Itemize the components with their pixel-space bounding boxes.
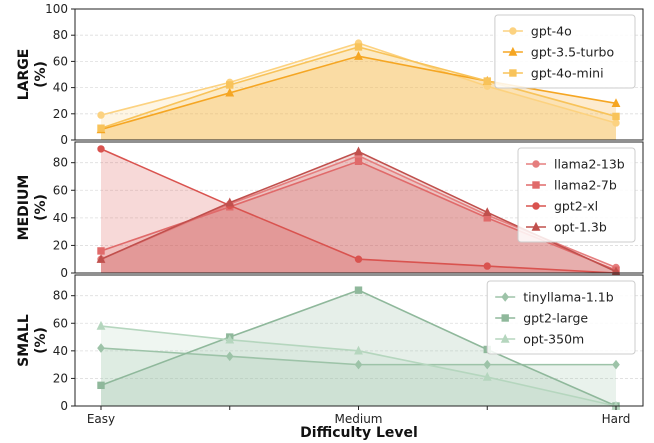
point-gpt-3.5-turbo — [611, 98, 621, 108]
y-axis-unit: (%) — [33, 61, 49, 88]
point-tinyllama-1.1b — [483, 359, 492, 370]
y-tick-label: 80 — [53, 156, 68, 170]
legend-box — [517, 147, 636, 243]
point-opt-350m — [225, 334, 235, 344]
point-tinyllama-1.1b — [225, 351, 234, 362]
area-gpt-3.5-turbo — [101, 56, 616, 140]
x-axis-label: Difficulty Level — [300, 425, 418, 441]
point-opt-350m — [354, 345, 363, 355]
x-tick-label: Hard — [602, 412, 631, 426]
legend-entry: tinyllama-1.1b — [523, 290, 614, 305]
x-tick-label: Easy — [87, 412, 115, 426]
legend-box — [486, 280, 636, 355]
y-axis-unit: (%) — [33, 327, 49, 354]
y-tick-label: 40 — [53, 211, 68, 225]
y-tick-label: 80 — [53, 28, 68, 42]
legend-entry: gpt2-large — [523, 311, 588, 326]
y-axis-label: MEDIUM — [16, 175, 32, 241]
point-opt-350m — [482, 371, 492, 381]
point-gpt-4o-mini — [354, 43, 363, 51]
legend: gpt-4o gpt-3.5-turbo gpt-4o-mini — [494, 14, 636, 89]
point-gpt-4o-mini — [483, 77, 491, 85]
area-opt-1.3b — [101, 151, 616, 273]
legend-marker — [531, 221, 541, 231]
point-opt-1.3b — [354, 146, 363, 156]
legend-marker — [532, 160, 540, 168]
y-tick-label: 60 — [53, 316, 68, 330]
legend-entry: gpt2-xl — [554, 199, 598, 214]
point-opt-1.3b — [96, 254, 106, 263]
y-axis-unit: (%) — [33, 194, 49, 221]
point-opt-1.3b — [482, 207, 492, 217]
y-tick-label: 60 — [53, 54, 68, 68]
point-llama2-7b — [97, 247, 105, 255]
point-gpt-3.5-turbo — [354, 51, 363, 60]
point-tinyllama-1.1b — [612, 359, 620, 370]
legend-entry: llama2-7b — [554, 178, 617, 193]
point-gpt-4o — [612, 119, 620, 127]
point-gpt2-large — [97, 381, 105, 390]
legend: tinyllama-1.1b gpt2-large opt-350m — [486, 280, 636, 355]
point-gpt-3.5-turbo — [225, 87, 235, 97]
panel-medium: 0 20 40 60 80 MEDIUM (%) llama2-13b llama2-7b gpt… — [16, 141, 644, 280]
legend-entry: llama2-13b — [554, 157, 625, 172]
y-tick-label: 20 — [53, 107, 68, 121]
point-opt-350m — [96, 320, 106, 330]
y-tick-label: 0 — [60, 399, 68, 413]
y-tick-label: 80 — [53, 289, 68, 303]
y-axis-label: LARGE — [16, 49, 32, 101]
legend-marker — [532, 202, 540, 210]
point-gpt-4o-mini — [226, 81, 234, 89]
area-tinyllama-1.1b — [101, 348, 616, 406]
point-gpt2-xl — [483, 262, 491, 270]
point-gpt2-xl — [97, 145, 105, 153]
area-gpt-4o-mini — [101, 46, 616, 140]
point-gpt2-large — [354, 286, 363, 294]
legend-marker — [509, 69, 517, 77]
point-tinyllama-1.1b — [97, 343, 105, 353]
legend-marker — [532, 181, 540, 189]
plot-frame — [74, 141, 644, 274]
point-llama2-7b — [354, 157, 363, 166]
point-gpt-4o — [97, 111, 105, 119]
legend: llama2-13b llama2-7b gpt2-xl opt-1.3b — [517, 147, 636, 243]
y-tick-label: 60 — [53, 183, 68, 197]
legend-entry: opt-1.3b — [554, 220, 607, 235]
legend-marker — [500, 333, 510, 343]
area-llama2-7b — [101, 161, 616, 273]
legend-marker — [508, 46, 518, 56]
y-tick-label: 100 — [45, 2, 68, 16]
legend-marker — [501, 292, 510, 302]
point-gpt-4o-mini — [97, 124, 105, 132]
legend-entry: gpt-3.5-turbo — [531, 45, 614, 60]
point-tinyllama-1.1b — [354, 359, 363, 370]
legend-box — [494, 14, 636, 89]
area-gpt2-xl — [101, 148, 616, 273]
y-tick-label: 40 — [53, 344, 68, 358]
y-tick-label: 0 — [60, 133, 68, 147]
legend-marker — [509, 27, 517, 35]
x-tick-label: Medium — [335, 412, 383, 426]
legend-entry: opt-350m — [523, 332, 584, 347]
point-gpt2-xl — [354, 255, 363, 263]
point-opt-1.3b — [225, 197, 235, 207]
area-llama2-13b — [101, 155, 616, 273]
point-gpt-4o-mini — [612, 112, 620, 121]
y-axis-label: SMALL — [16, 314, 32, 367]
plot-frame — [74, 8, 644, 141]
legend-marker — [501, 314, 509, 322]
panel-small: 0 20 40 60 80 SMALL (%) tinyllama-1.1b gpt2-larg… — [16, 274, 644, 413]
legend-entry: gpt-4o-mini — [531, 66, 604, 81]
y-tick-label: 0 — [60, 266, 68, 280]
y-tick-label: 20 — [53, 238, 68, 252]
y-tick-label: 40 — [53, 81, 68, 95]
area-gpt-4o — [101, 43, 616, 141]
legend-entry: gpt-4o — [531, 24, 572, 39]
y-tick-label: 20 — [53, 371, 68, 385]
